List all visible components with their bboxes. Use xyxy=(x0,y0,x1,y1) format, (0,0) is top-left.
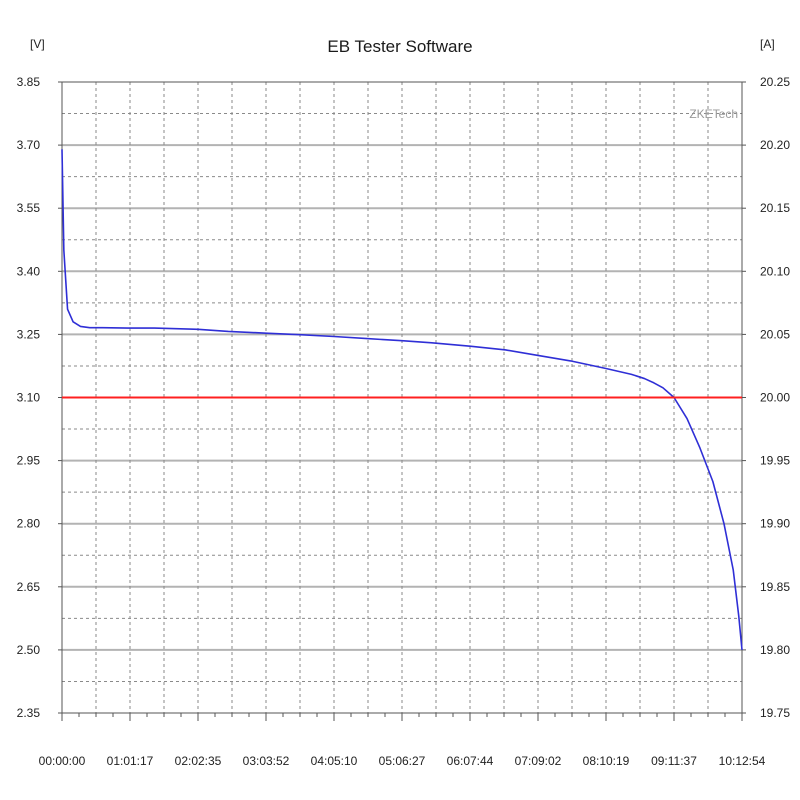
right-tick-label: 19.90 xyxy=(760,517,790,531)
series-layer xyxy=(61,149,743,650)
x-tick-label: 09:11:37 xyxy=(651,754,697,768)
x-tick-label: 10:12:54 xyxy=(719,754,766,768)
x-tick-label: 02:02:35 xyxy=(175,754,222,768)
left-tick-label: 2.35 xyxy=(17,706,41,720)
left-tick-label: 3.25 xyxy=(17,327,41,341)
watermark-text: ZKETech xyxy=(689,107,738,121)
left-tick-label: 2.65 xyxy=(17,580,41,594)
left-tick-label: 3.70 xyxy=(17,138,41,152)
right-tick-label: 19.85 xyxy=(760,580,790,594)
x-tick-label: 05:06:27 xyxy=(379,754,426,768)
right-tick-label: 20.10 xyxy=(760,264,790,278)
left-tick-label: 3.55 xyxy=(17,201,41,215)
right-axis: 20.25 20.20 20.15 20.10 20.05 20.00 19.95 19.90… xyxy=(742,75,790,720)
left-tick-label: 3.40 xyxy=(17,264,41,278)
left-tick-label: 2.50 xyxy=(17,643,41,657)
left-axis-unit: [V] xyxy=(30,37,45,51)
right-axis-unit: [A] xyxy=(760,37,775,51)
right-tick-label: 19.95 xyxy=(760,454,790,468)
left-axis: 3.85 3.70 3.55 3.40 3.25 3.10 2.95 2.80 2.65 2.50… xyxy=(17,75,62,720)
x-tick-label: 03:03:52 xyxy=(243,754,290,768)
x-axis: 00:00:00 01:01:17 02:02:35 03:03:52 04:05:10… xyxy=(39,713,766,768)
x-tick-label: 01:01:17 xyxy=(107,754,154,768)
voltage-series-line xyxy=(61,149,743,650)
x-tick-label: 06:07:44 xyxy=(447,754,494,768)
left-tick-label: 3.10 xyxy=(17,391,41,405)
right-tick-label: 20.15 xyxy=(760,201,790,215)
right-tick-label: 20.20 xyxy=(760,138,790,152)
left-tick-label: 2.80 xyxy=(17,517,41,531)
right-tick-label: 20.05 xyxy=(760,327,790,341)
grid xyxy=(62,82,742,713)
right-tick-label: 20.25 xyxy=(760,75,790,89)
left-tick-label: 2.95 xyxy=(17,454,41,468)
x-tick-label: 00:00:00 xyxy=(39,754,86,768)
right-tick-label: 19.80 xyxy=(760,643,790,657)
right-tick-label: 19.75 xyxy=(760,706,790,720)
x-tick-label: 07:09:02 xyxy=(515,754,562,768)
right-tick-label: 20.00 xyxy=(760,391,790,405)
x-tick-label: 04:05:10 xyxy=(311,754,358,768)
x-tick-label: 08:10:19 xyxy=(583,754,630,768)
left-tick-label: 3.85 xyxy=(17,75,41,89)
chart-title: EB Tester Software xyxy=(327,37,472,56)
